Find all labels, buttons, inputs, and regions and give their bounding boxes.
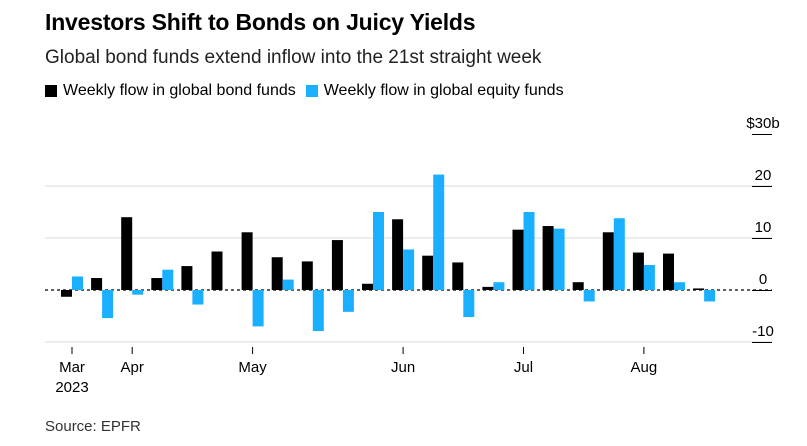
chart-subtitle: Global bond funds extend inflow into the… <box>45 47 542 68</box>
x-tick-label: Mar <box>59 359 85 376</box>
bar-equity <box>493 282 505 290</box>
bar-bond <box>542 226 554 290</box>
y-tick-label: 20 <box>755 167 772 184</box>
bar-bond <box>181 266 193 290</box>
bar-bond <box>121 217 133 290</box>
bar-bond <box>663 253 674 290</box>
x-tick-label: Aug <box>631 359 658 376</box>
chart-title: Investors Shift to Bonds on Juicy Yields <box>45 9 476 35</box>
bar-equity <box>704 290 716 302</box>
bar-equity <box>342 290 354 312</box>
bar-bond <box>362 283 373 290</box>
bar-bond <box>151 278 163 290</box>
bar-equity <box>433 174 445 290</box>
y-tick-label: $30b <box>746 115 779 132</box>
bar-equity <box>613 218 625 290</box>
bar-equity <box>674 282 685 290</box>
bar-equity <box>312 290 324 332</box>
x-tick-label: May <box>238 359 267 376</box>
bar-bond <box>271 257 283 290</box>
bar-bond <box>301 261 313 290</box>
legend-label-bond: Weekly flow in global bond funds <box>63 82 296 99</box>
legend-swatch-equity <box>305 85 318 97</box>
bar-equity <box>252 290 264 327</box>
x-tick-label: Jun <box>391 359 415 376</box>
bar-equity <box>282 279 294 290</box>
bar-bond <box>392 219 404 290</box>
legend-item-equity: Weekly flow in global equity funds <box>305 82 564 100</box>
bar-equity <box>403 249 415 290</box>
bar-bond <box>331 240 343 290</box>
source-note: Source: EPFR <box>45 418 141 435</box>
bar-equity <box>72 276 83 290</box>
bar-equity <box>553 228 565 290</box>
legend-item-bond: Weekly flow in global bond funds <box>45 82 296 100</box>
bar-equity <box>192 290 204 305</box>
bar-equity <box>162 269 174 290</box>
bar-equity <box>132 290 144 295</box>
bar-bond <box>482 286 494 290</box>
bar-bond <box>572 282 584 290</box>
x-tick-label: Apr <box>121 359 144 376</box>
bar-bond <box>632 252 644 290</box>
y-tick-label: 0 <box>759 271 767 288</box>
bar-equity <box>643 265 655 290</box>
bar-equity <box>523 212 535 290</box>
bar-equity <box>373 212 384 290</box>
y-tick-label: -10 <box>752 323 774 340</box>
bar-equity <box>583 290 595 302</box>
bar-bond <box>512 229 524 290</box>
bar-equity <box>463 290 475 318</box>
legend-label-equity: Weekly flow in global equity funds <box>323 82 564 99</box>
legend: Weekly flow in global bond funds Weekly … <box>45 82 574 100</box>
bar-bond <box>91 278 103 290</box>
bar-bond <box>693 288 705 290</box>
x-tick-sublabel: 2023 <box>55 379 88 396</box>
bar-equity <box>102 290 114 319</box>
bar-bond <box>61 290 72 297</box>
x-tick-label: Jul <box>514 359 533 376</box>
bar-bond <box>211 251 223 290</box>
legend-swatch-bond <box>45 85 57 97</box>
bar-bond <box>422 255 434 290</box>
bar-bond <box>602 232 614 290</box>
bar-bond <box>241 232 253 290</box>
bar-bond <box>452 262 464 290</box>
y-tick-label: 10 <box>755 219 772 236</box>
